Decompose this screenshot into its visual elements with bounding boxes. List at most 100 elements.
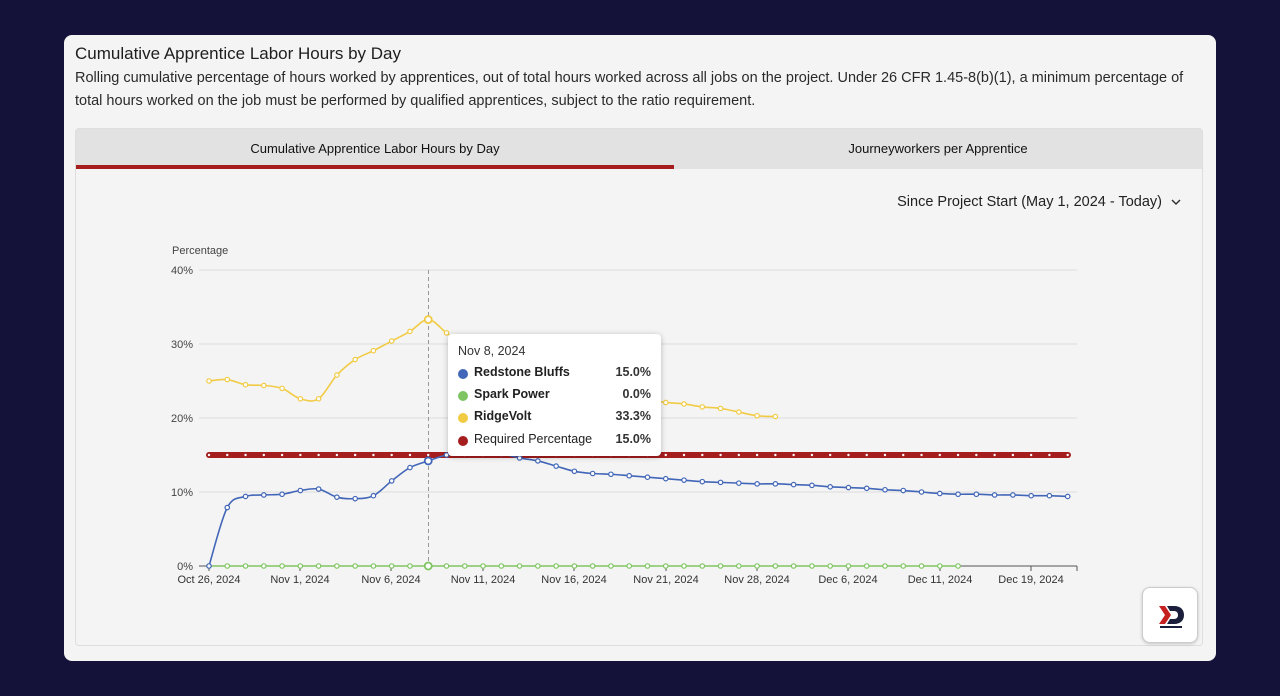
data-point-spark-power xyxy=(809,563,815,569)
dispatch-logo-icon xyxy=(1159,606,1184,628)
date-range-value: Since Project Start (May 1, 2024 - Today… xyxy=(897,194,1162,210)
data-point-ridgevolt xyxy=(315,395,322,402)
data-point-redstone-bluffs xyxy=(736,480,742,486)
tooltip-series-value: 0.0% xyxy=(622,387,652,401)
tab-cumulative-hours[interactable]: Cumulative Apprentice Labor Hours by Day xyxy=(250,141,500,156)
y-tick-label: 30% xyxy=(171,339,193,351)
data-point-required-percentage xyxy=(993,453,996,457)
data-point-spark-power xyxy=(553,563,559,569)
data-point-spark-power xyxy=(918,563,925,569)
data-point-redstone-bluffs xyxy=(662,475,669,482)
data-point-spark-power xyxy=(535,563,541,569)
data-point-ridgevolt xyxy=(352,356,358,363)
data-point-redstone-bluffs xyxy=(936,490,943,497)
data-point-redstone-bluffs xyxy=(261,492,267,498)
data-point-required-percentage xyxy=(682,453,686,457)
data-point-redstone-bluffs xyxy=(1046,492,1053,499)
data-point-spark-power xyxy=(297,563,304,569)
data-point-required-percentage xyxy=(737,453,741,457)
series-color-dot xyxy=(458,369,468,379)
data-point-required-percentage xyxy=(975,453,978,457)
data-point-required-percentage xyxy=(390,453,393,457)
data-point-required-percentage xyxy=(372,453,375,457)
data-point-spark-power xyxy=(699,563,706,569)
data-point-redstone-bluffs xyxy=(279,491,285,498)
data-point-redstone-bluffs xyxy=(571,468,578,475)
tooltip-series-value: 33.3% xyxy=(615,409,651,423)
data-point-ridgevolt xyxy=(370,347,377,354)
data-point-spark-power xyxy=(900,563,907,569)
data-point-spark-power xyxy=(279,563,285,569)
data-point-required-percentage xyxy=(408,453,412,457)
data-point-spark-power xyxy=(407,563,413,569)
data-point-spark-power xyxy=(882,563,888,569)
data-point-ridgevolt xyxy=(388,338,395,344)
y-tick-label: 20% xyxy=(171,413,193,425)
data-point-spark-power xyxy=(498,563,505,569)
data-point-redstone-bluffs xyxy=(717,479,724,486)
data-point-ridgevolt xyxy=(407,328,413,335)
data-point-redstone-bluffs xyxy=(863,485,870,492)
data-point-redstone-bluffs xyxy=(224,504,231,511)
tooltip-series-name: Required Percentage xyxy=(474,432,593,446)
data-point-required-percentage xyxy=(353,453,357,457)
data-point-required-percentage xyxy=(865,453,868,457)
y-tick-label: 0% xyxy=(177,561,193,573)
tab-journeyworkers-per-apprentice[interactable]: Journeyworkers per Apprentice xyxy=(848,141,1028,156)
data-point-spark-power xyxy=(589,563,596,569)
data-point-spark-power xyxy=(754,563,760,569)
data-point-ridgevolt xyxy=(297,395,304,402)
x-tick-label: Oct 26, 2024 xyxy=(178,574,241,586)
data-point-required-percentage xyxy=(920,453,923,457)
x-tick-label: Nov 28, 2024 xyxy=(724,574,789,586)
data-point-ridgevolt xyxy=(699,404,706,410)
data-point-redstone-bluffs xyxy=(955,491,961,498)
data-point-required-percentage xyxy=(427,453,430,457)
data-point-spark-power xyxy=(516,563,523,569)
data-point-redstone-bluffs xyxy=(242,493,249,500)
data-point-required-percentage xyxy=(956,453,960,457)
data-point-redstone-bluffs xyxy=(845,484,852,491)
data-point-ridgevolt xyxy=(206,378,212,384)
tooltip-series-name: RidgeVolt xyxy=(474,409,532,423)
data-point-redstone-bluffs xyxy=(388,478,395,484)
data-point-required-percentage xyxy=(701,453,704,457)
data-point-required-percentage xyxy=(226,453,229,457)
x-tick-label: Nov 16, 2024 xyxy=(541,574,606,586)
data-point-ridgevolt xyxy=(334,372,340,378)
data-point-spark-power xyxy=(224,563,231,569)
tooltip-series-name: Spark Power xyxy=(474,387,550,401)
series-color-dot xyxy=(458,413,468,423)
data-point-required-percentage xyxy=(810,453,814,457)
date-range-select[interactable]: Since Project Start (May 1, 2024 - Today… xyxy=(897,191,1182,213)
data-point-required-percentage xyxy=(1011,453,1015,457)
tooltip-series-name: Redstone Bluffs xyxy=(474,365,570,379)
data-point-redstone-bluffs xyxy=(918,489,925,495)
data-point-spark-power xyxy=(863,563,870,569)
data-point-redstone-bluffs xyxy=(334,494,340,500)
data-point-ridgevolt xyxy=(242,381,249,388)
data-point-spark-power xyxy=(772,563,779,569)
data-point-spark-power xyxy=(845,563,852,569)
x-tick-label: Nov 6, 2024 xyxy=(361,574,420,586)
tooltip-series-value: 15.0% xyxy=(615,432,651,446)
data-point-redstone-bluffs xyxy=(407,464,413,471)
data-point-spark-power xyxy=(571,563,578,569)
active-tab-indicator xyxy=(76,165,674,169)
data-point-redstone-bluffs xyxy=(973,491,980,498)
data-point-spark-power xyxy=(717,563,724,569)
data-point-required-percentage xyxy=(1066,453,1069,457)
data-point-redstone-bluffs xyxy=(315,486,322,492)
data-point-redstone-bluffs xyxy=(809,482,815,489)
data-point-redstone-bluffs xyxy=(516,455,523,461)
tooltip-row-required: Required Percentage 15.0% xyxy=(458,432,651,450)
y-tick-label: 40% xyxy=(171,265,193,277)
data-point-redstone-bluffs xyxy=(827,484,833,490)
y-axis-label: Percentage xyxy=(172,245,228,257)
app-launcher-button[interactable] xyxy=(1142,587,1198,643)
data-point-redstone-bluffs xyxy=(626,472,633,479)
data-point-spark-power xyxy=(626,563,633,569)
data-point-spark-power xyxy=(334,563,340,569)
series-color-dot xyxy=(458,391,468,401)
